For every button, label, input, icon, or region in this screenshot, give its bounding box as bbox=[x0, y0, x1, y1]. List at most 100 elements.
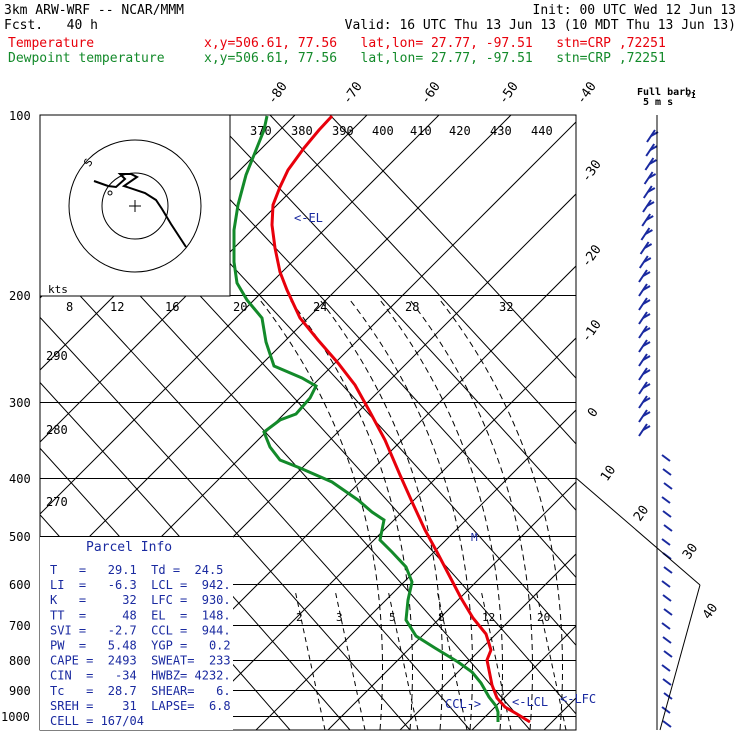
wind-barb-low bbox=[662, 678, 672, 686]
wind-barb-low bbox=[662, 720, 672, 728]
parcel-info-row: SVI = -2.7 CCL = 944. bbox=[50, 623, 231, 637]
wind-barb-low bbox=[663, 608, 673, 616]
wind-barb-flag bbox=[646, 201, 655, 207]
temperature-label-right: 30 bbox=[680, 541, 701, 562]
forecast-hour: Fcst. 40 h bbox=[4, 18, 98, 33]
speed-tick-label: 16 bbox=[165, 300, 179, 314]
parcel-info-box bbox=[40, 537, 233, 730]
temperature-legend-label: Temperature bbox=[8, 36, 95, 51]
dewpoint-location: x,y=506.61, 77.56 lat,lon= 27.77, -97.51… bbox=[204, 51, 666, 66]
temperature-label-top: -60 bbox=[418, 79, 444, 107]
wind-barb-flag bbox=[642, 411, 651, 417]
theta-labels: 370 380 390 400 410 420 430 440 290 280 270 bbox=[46, 124, 553, 509]
temperature-label-top: -50 bbox=[496, 79, 522, 107]
wind-barbs bbox=[638, 129, 673, 728]
theta-label-left: 280 bbox=[46, 423, 68, 437]
parcel-info-row: SREH = 31 LAPSE= 6.8 bbox=[50, 699, 231, 713]
parcel-info-row: CAPE = 2493 SWEAT= 233 bbox=[50, 654, 231, 668]
pressure-axis-labels: 100 200 300 400 500 600 700 800 900 1000 bbox=[1, 109, 31, 724]
wind-barb-flag bbox=[642, 369, 651, 375]
parcel-info-row: CIN = -34 HWBZ= 4232. bbox=[50, 669, 231, 683]
lower-frame-lines bbox=[575, 477, 701, 731]
lfc-annotation: <-LFC bbox=[560, 692, 596, 706]
speed-tick-label: 8 bbox=[66, 300, 73, 314]
temperature-labels-top: -80 -70 -60 -50 -40 bbox=[265, 79, 600, 107]
theta-label: 390 bbox=[332, 124, 354, 138]
pressure-label: 100 bbox=[9, 109, 31, 123]
dewpoint-legend-label: Dewpoint temperature bbox=[8, 51, 165, 66]
speed-tick-label: 20 bbox=[233, 300, 247, 314]
temperature-label-right: 20 bbox=[631, 503, 652, 524]
theta-label: 370 bbox=[250, 124, 272, 138]
wind-barb-flag bbox=[644, 243, 653, 249]
wind-barb-low bbox=[663, 524, 673, 532]
wind-barb-flag bbox=[642, 299, 651, 305]
wind-barb-low bbox=[663, 482, 673, 490]
parcel-info-row: Tc = 28.7 SHEAR= 6. bbox=[50, 684, 231, 698]
m-annotation: M bbox=[471, 531, 478, 544]
wind-barb-flag bbox=[648, 159, 657, 165]
theta-label: 440 bbox=[531, 124, 553, 138]
pressure-label: 500 bbox=[9, 530, 31, 544]
full-barb-unit-exponent: -1 bbox=[686, 91, 696, 100]
mixing-ratio-label: 2 bbox=[296, 611, 303, 624]
speed-tick-label: 28 bbox=[405, 300, 419, 314]
mixing-ratio-label: 8 bbox=[438, 611, 445, 624]
full-barb-unit: 5 m s bbox=[643, 97, 673, 108]
mixing-ratio-lines bbox=[294, 589, 567, 730]
temperature-label-top: -80 bbox=[265, 79, 291, 107]
plot-frame bbox=[39, 114, 577, 731]
wind-barb-low bbox=[662, 594, 672, 602]
pressure-label: 800 bbox=[9, 654, 31, 668]
wind-barb-low bbox=[661, 538, 671, 546]
speed-tick-label: 24 bbox=[313, 300, 327, 314]
wind-barb-flag bbox=[645, 215, 654, 221]
wind-barb-low bbox=[662, 468, 672, 476]
parcel-info-row: LI = -6.3 LCL = 942. bbox=[50, 578, 231, 592]
pressure-label: 600 bbox=[9, 578, 31, 592]
moist-adiabats bbox=[259, 299, 563, 730]
wind-barb-flag bbox=[642, 341, 651, 347]
wind-barb-flag bbox=[644, 229, 653, 235]
wind-barb-low bbox=[661, 496, 671, 504]
temperature-label-right: 10 bbox=[598, 463, 619, 484]
wind-barb-flag bbox=[642, 313, 651, 319]
temperature-label-right: -10 bbox=[579, 317, 605, 345]
parcel-info-row: K = 32 LFC = 930. bbox=[50, 593, 231, 607]
temperature-label-right: 0 bbox=[585, 405, 602, 420]
theta-label: 400 bbox=[372, 124, 394, 138]
valid-time: Valid: 16 UTC Thu 13 Jun 13 (10 MDT Thu … bbox=[344, 18, 736, 33]
temperature-label-right: -20 bbox=[579, 242, 605, 270]
speed-tick-label: 32 bbox=[499, 300, 513, 314]
mixing-ratio-label: 20 bbox=[537, 611, 550, 624]
temperature-label-top: -40 bbox=[574, 79, 600, 107]
parcel-info: Parcel Info T = 29.1 Td = 24.5LI = -6.3 … bbox=[50, 540, 231, 728]
pressure-label: 400 bbox=[9, 472, 31, 486]
el-annotation: <-EL bbox=[294, 211, 323, 225]
wind-barb-flag bbox=[642, 383, 651, 389]
wind-barb-flag bbox=[647, 187, 656, 193]
pressure-label: 300 bbox=[9, 396, 31, 410]
wind-barb-flag bbox=[649, 145, 658, 151]
theta-label-left: 270 bbox=[46, 495, 68, 509]
dewpoint-series-line bbox=[232, 115, 500, 722]
mixing-ratio-label: 5 bbox=[389, 611, 396, 624]
wind-barb-low bbox=[661, 622, 671, 630]
mixing-ratio-label: 12 bbox=[482, 611, 495, 624]
model-title: 3km ARW-WRF -- NCAR/MMM bbox=[4, 3, 185, 18]
mixing-ratio-labels: 2 3 5 8 12 20 bbox=[296, 611, 550, 624]
wind-barb-low bbox=[662, 510, 672, 518]
wind-barb-flag bbox=[642, 355, 651, 361]
wind-barb-low bbox=[662, 636, 672, 644]
wind-barb-flag bbox=[642, 271, 651, 277]
temperature-labels-right: -30 -20 -10 0 10 20 30 40 bbox=[579, 157, 721, 622]
mixing-ratio-label: 3 bbox=[336, 611, 343, 624]
parcel-info-row: PW = 5.48 YGP = 0.2 bbox=[50, 639, 231, 653]
parcel-info-row: TT = 48 EL = 148. bbox=[50, 608, 231, 622]
ccl-annotation: CCL-> bbox=[445, 697, 481, 711]
hodograph-speed-labels: 8 12 16 20 24 28 32 bbox=[66, 300, 513, 314]
parcel-info-row: T = 29.1 Td = 24.5 bbox=[50, 563, 223, 577]
wind-barb-flag bbox=[643, 257, 652, 263]
wind-barb-flag bbox=[642, 397, 651, 403]
hodograph-speed-unit: kts bbox=[48, 283, 68, 296]
